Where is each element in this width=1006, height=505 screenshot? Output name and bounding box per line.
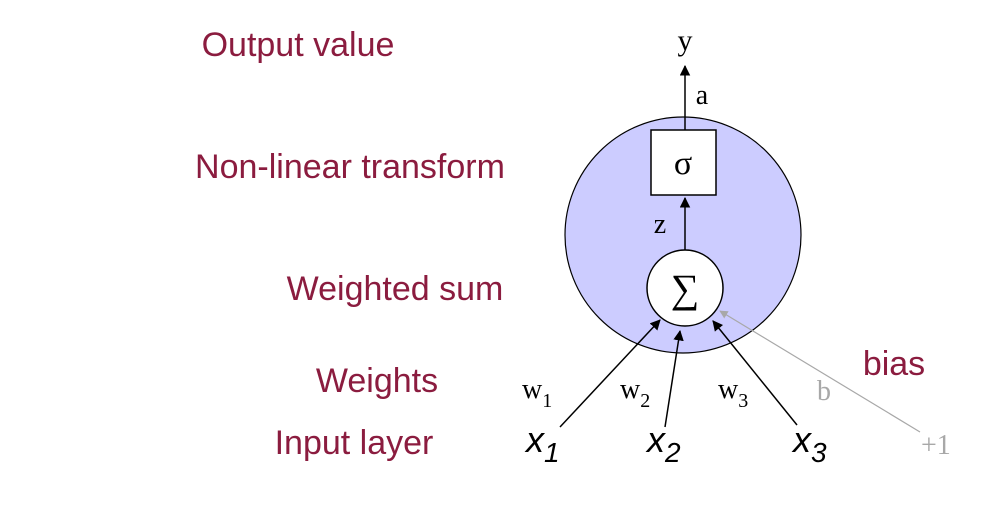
bias-arrow xyxy=(719,310,921,433)
label-output-value: Output value xyxy=(202,26,395,64)
weight-label-2: w2 xyxy=(620,374,650,412)
neuron-body xyxy=(564,116,802,354)
weight-label-1: w1 xyxy=(522,374,552,412)
output-symbol-y: y xyxy=(678,24,693,57)
label-input-layer: Input layer xyxy=(275,424,434,462)
input-arrow-2 xyxy=(664,329,684,428)
input-label-3: x3 xyxy=(791,419,827,468)
sum-symbol: ∑ xyxy=(671,266,700,311)
input-label-2: x2 xyxy=(645,419,681,468)
bias-input-label: +1 xyxy=(921,430,951,461)
activation-symbol-a: a xyxy=(696,80,709,111)
sigma-box xyxy=(650,129,717,196)
label-weighted-sum: Weighted sum xyxy=(287,270,504,308)
weight-label-3: w3 xyxy=(718,374,748,412)
input-arrow-3 xyxy=(712,320,798,426)
label-weights: Weights xyxy=(316,362,438,400)
bias-weight-label: b xyxy=(817,376,831,407)
input-arrow-1 xyxy=(559,319,661,428)
input-label-1: x1 xyxy=(524,419,560,468)
sum-node xyxy=(646,249,724,327)
label-bias: bias xyxy=(863,345,925,383)
label-nonlinear-transform: Non-linear transform xyxy=(195,148,505,186)
z-symbol: z xyxy=(654,209,666,240)
sigma-symbol: σ xyxy=(674,145,692,182)
